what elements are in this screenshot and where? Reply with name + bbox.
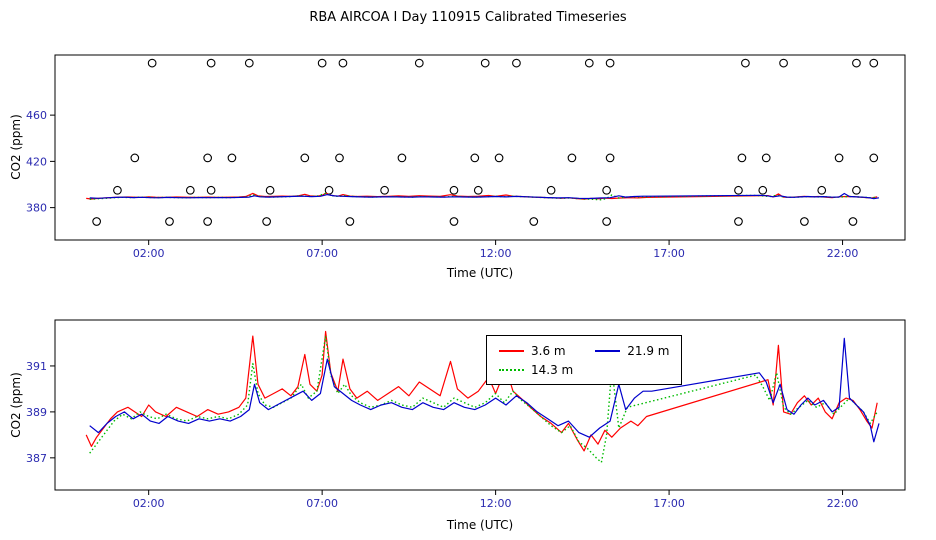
series-line-21-9-m	[89, 192, 880, 200]
calibration-circle-marker	[165, 217, 174, 226]
x-tick-label: 02:00	[133, 497, 165, 510]
calibration-circle-marker	[852, 185, 861, 195]
calibration-circle-marker	[338, 58, 348, 68]
calibration-circle-marker	[605, 153, 615, 163]
x-tick-label: 07:00	[306, 247, 338, 260]
x-tick-label: 07:00	[306, 497, 338, 510]
calibration-circle-marker	[470, 153, 480, 163]
calibration-circle-marker	[737, 153, 747, 163]
calibration-circle-marker	[869, 58, 879, 68]
calibration-circle-marker	[227, 153, 237, 163]
legend-item-3-6m: 3.6 m	[499, 341, 573, 360]
calibration-circle-marker	[206, 58, 216, 68]
series-line-21-9-m	[89, 337, 880, 443]
chart-title: RBA AIRCOA I Day 110915 Calibrated Times…	[309, 10, 627, 25]
calibration-circle-marker	[203, 217, 213, 226]
legend-line-red-icon	[499, 349, 524, 352]
calibration-circle-marker	[546, 185, 556, 195]
x-tick-label: 12:00	[480, 247, 512, 260]
calibration-circle-marker	[262, 217, 271, 226]
y-tick-label: 420	[26, 155, 47, 168]
x-axis-label-bottom: Time (UTC)	[446, 518, 514, 532]
calibration-circle-marker	[852, 58, 861, 68]
panel-box	[54, 319, 906, 491]
calibration-circle-marker	[734, 185, 743, 195]
x-tick-label: 22:00	[827, 497, 859, 510]
calibration-circle-marker	[480, 58, 490, 68]
x-tick-label: 02:00	[133, 247, 165, 260]
y-axis-label-bottom: CO2 (ppm)	[9, 372, 23, 438]
calibration-circle-marker	[800, 217, 809, 226]
calibration-circle-marker	[203, 153, 213, 163]
bottom-panel-chart: 02:00 07:00 12:00 17:00 22:00 387 389 391	[26, 319, 906, 510]
calibration-circle-marker	[473, 185, 483, 195]
y-tick-label: 387	[26, 452, 47, 465]
calibration-circle-marker	[602, 185, 611, 195]
calibration-circle-marker	[741, 58, 750, 68]
legend-label: 14.3 m	[531, 362, 574, 377]
x-tick-label: 17:00	[653, 247, 685, 260]
calibration-circle-marker	[761, 153, 771, 163]
x-tick-label: 17:00	[653, 497, 685, 510]
calibration-circle-marker	[397, 153, 407, 163]
legend-label: 3.6 m	[531, 343, 566, 358]
calibration-circle-marker	[380, 185, 389, 195]
calibration-circle-marker	[869, 153, 879, 163]
calibration-circle-marker	[734, 217, 743, 226]
calibration-circle-marker	[834, 153, 844, 163]
legend-line-blue-icon	[595, 349, 621, 352]
calibration-circle-marker	[758, 185, 768, 195]
legend-item-14-3m: 14.3 m	[499, 360, 573, 379]
y-tick-label: 391	[26, 360, 47, 373]
x-tick-label: 12:00	[480, 497, 512, 510]
calibration-circle-marker	[512, 58, 521, 68]
series-line-3-6-m	[85, 330, 878, 452]
x-tick-label: 22:00	[827, 247, 859, 260]
legend-line-green-dotted-icon	[499, 368, 524, 371]
calibration-circle-marker	[185, 185, 195, 195]
calibration-circle-marker	[317, 58, 327, 68]
calibration-circle-marker	[265, 185, 275, 195]
calibration-circle-marker	[345, 217, 355, 226]
calibration-circle-marker	[449, 185, 459, 195]
y-tick-label: 389	[26, 406, 47, 419]
panel-box	[54, 54, 906, 241]
calibration-circle-marker	[130, 153, 140, 163]
y-tick-label: 380	[26, 202, 47, 215]
calibration-circle-marker	[449, 217, 459, 226]
calibration-circle-marker	[92, 217, 101, 226]
calibration-circle-marker	[335, 153, 344, 163]
calibration-circle-marker	[779, 58, 788, 68]
legend-item-21-9m: 21.9 m	[595, 341, 669, 360]
calibration-circle-marker	[817, 185, 827, 195]
top-panel-chart: 02:00 07:00 12:00 17:00 22:00 380 420 460	[26, 54, 906, 260]
legend-label: 21.9 m	[627, 343, 670, 358]
series-line-14-3-m	[89, 335, 878, 464]
calibration-circle-marker	[300, 153, 310, 163]
y-axis-label-top: CO2 (ppm)	[9, 114, 23, 180]
calibration-circle-marker	[494, 153, 504, 163]
calibration-circle-marker	[414, 58, 424, 68]
calibration-circle-marker	[584, 58, 594, 68]
x-axis-label-top: Time (UTC)	[446, 266, 514, 280]
calibration-circle-marker	[206, 185, 216, 195]
calibration-circle-marker	[602, 217, 611, 226]
calibration-circle-marker	[244, 58, 254, 68]
calibration-circle-marker	[113, 185, 122, 195]
y-tick-label: 460	[26, 109, 47, 122]
legend: 3.6 m 14.3 m 21.9 m	[486, 335, 683, 385]
calibration-circle-marker	[147, 58, 157, 68]
calibration-circle-marker	[567, 153, 577, 163]
calibration-circle-marker	[605, 58, 615, 68]
calibration-circle-marker	[848, 217, 858, 226]
calibration-circle-marker	[529, 217, 539, 226]
